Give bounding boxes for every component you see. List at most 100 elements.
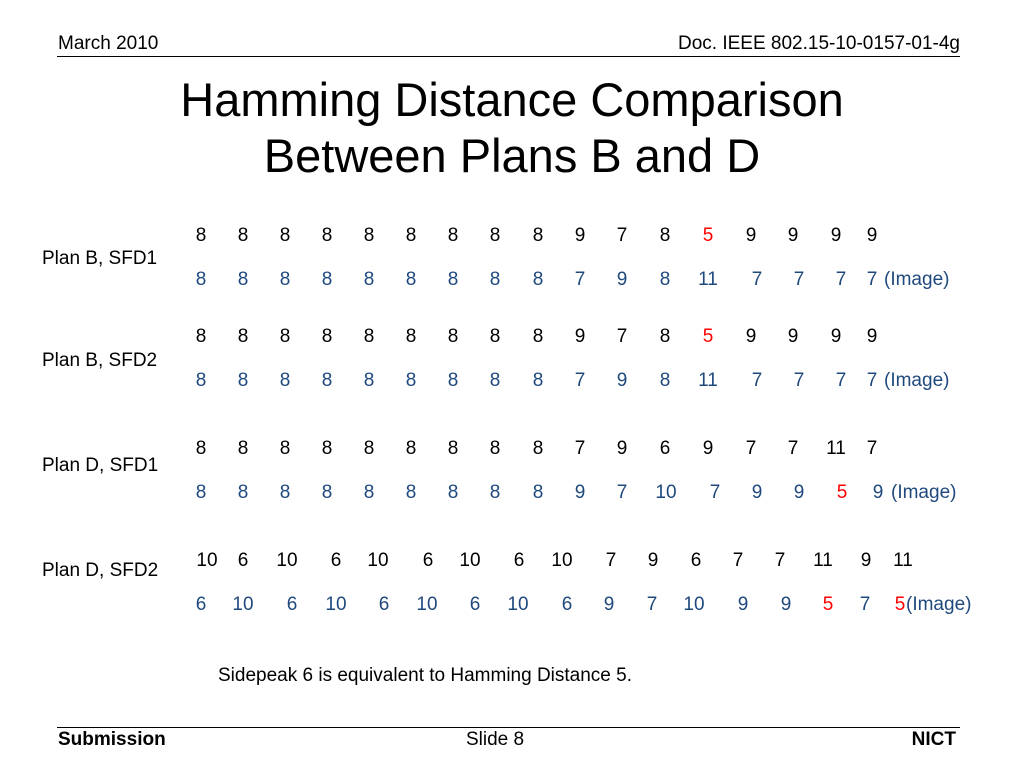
distance-value: 6 [422,550,434,571]
distance-value: 8 [489,225,501,246]
distance-value: 6 [659,438,671,459]
distance-value: 7 [745,438,757,459]
distance-value: 8 [279,326,291,347]
distance-value: 8 [195,326,207,347]
image-distance-value: 7 [859,594,871,615]
image-distance-value: 10 [655,482,677,503]
header-date: March 2010 [58,33,159,54]
image-distance-value: 8 [489,370,501,391]
image-distance-value: 8 [279,482,291,503]
distance-value: 9 [860,550,872,571]
distance-value: 9 [647,550,659,571]
image-distance-value: 8 [279,269,291,290]
image-distance-value: 8 [405,269,417,290]
image-distance-value: 9 [751,482,763,503]
image-distance-value: 7 [616,482,628,503]
distance-value: 8 [279,438,291,459]
image-distance-value: 6 [561,594,573,615]
group-label: Plan B, SFD2 [42,350,158,371]
distance-value: 7 [866,438,878,459]
image-distance-value: 9 [793,482,805,503]
distance-value: 8 [447,438,459,459]
distance-value: 8 [363,326,375,347]
distance-value: 7 [774,550,786,571]
distance-value: 9 [866,225,878,246]
image-distance-value: 9 [872,482,884,503]
image-distance-value: 9 [603,594,615,615]
distance-value: 9 [574,326,586,347]
distance-value: 9 [745,225,757,246]
image-distance-value: 7 [574,269,586,290]
footnote: Sidepeak 6 is equivalent to Hamming Dist… [218,665,633,686]
image-distance-value: 6 [286,594,298,615]
title-line-1: Hamming Distance Comparison [180,73,844,126]
distance-value: 9 [702,438,714,459]
distance-value: 8 [321,225,333,246]
distance-value: 8 [195,438,207,459]
image-distance-value: 7 [835,370,847,391]
distance-value: 8 [279,225,291,246]
distance-value: 8 [195,225,207,246]
image-suffix: (Image) [884,370,950,391]
image-distance-value: 7 [751,269,763,290]
image-distance-value: 9 [737,594,749,615]
image-distance-value: 8 [532,269,544,290]
distance-value: 8 [489,438,501,459]
image-distance-value: 7 [866,370,878,391]
image-distance-value: 8 [447,269,459,290]
image-distance-value: 8 [659,370,671,391]
image-distance-value: 8 [363,269,375,290]
image-distance-value: 8 [447,482,459,503]
distance-value: 8 [405,438,417,459]
distance-value: 8 [237,225,249,246]
title-line-2: Between Plans B and D [263,129,761,182]
image-distance-value: 8 [405,370,417,391]
image-distance-value: 5 [822,594,834,615]
image-distance-value: 8 [405,482,417,503]
image-distance-value: 8 [363,370,375,391]
image-distance-value: 6 [378,594,390,615]
image-distance-value: 8 [321,269,333,290]
distance-value: 7 [605,550,617,571]
distance-value: 8 [405,326,417,347]
distance-value: 9 [787,225,799,246]
distance-value: 8 [321,326,333,347]
distance-value: 8 [659,225,671,246]
distance-value: 8 [237,438,249,459]
distance-value: 7 [616,326,628,347]
image-distance-value: 9 [780,594,792,615]
image-distance-value: 6 [195,594,207,615]
header-rule [57,56,960,57]
distance-value: 10 [459,550,481,571]
image-suffix: (Image) [884,269,950,290]
distance-value: 5 [702,326,714,347]
image-distance-value: 7 [709,482,721,503]
distance-value: 8 [405,225,417,246]
distance-value: 8 [489,326,501,347]
image-distance-value: 8 [447,370,459,391]
distance-value: 9 [866,326,878,347]
image-distance-value: 8 [532,370,544,391]
distance-value: 10 [551,550,573,571]
distance-value: 10 [196,550,218,571]
distance-value: 11 [826,438,846,459]
distance-value: 9 [574,225,586,246]
image-distance-value: 8 [195,370,207,391]
distance-value: 8 [659,326,671,347]
distance-value: 6 [330,550,342,571]
image-distance-value: 8 [532,482,544,503]
footer-rule [57,727,960,728]
image-distance-value: 9 [616,370,628,391]
image-distance-value: 7 [793,370,805,391]
image-distance-value: 8 [489,269,501,290]
distance-value: 8 [237,326,249,347]
image-distance-value: 9 [616,269,628,290]
image-distance-value: 7 [835,269,847,290]
distance-value: 5 [702,225,714,246]
image-distance-value: 5 [894,594,906,615]
group-label: Plan D, SFD1 [42,455,159,476]
image-distance-value: 8 [195,482,207,503]
distance-value: 8 [532,225,544,246]
image-distance-value: 8 [363,482,375,503]
footer-submission: Submission [58,729,166,750]
